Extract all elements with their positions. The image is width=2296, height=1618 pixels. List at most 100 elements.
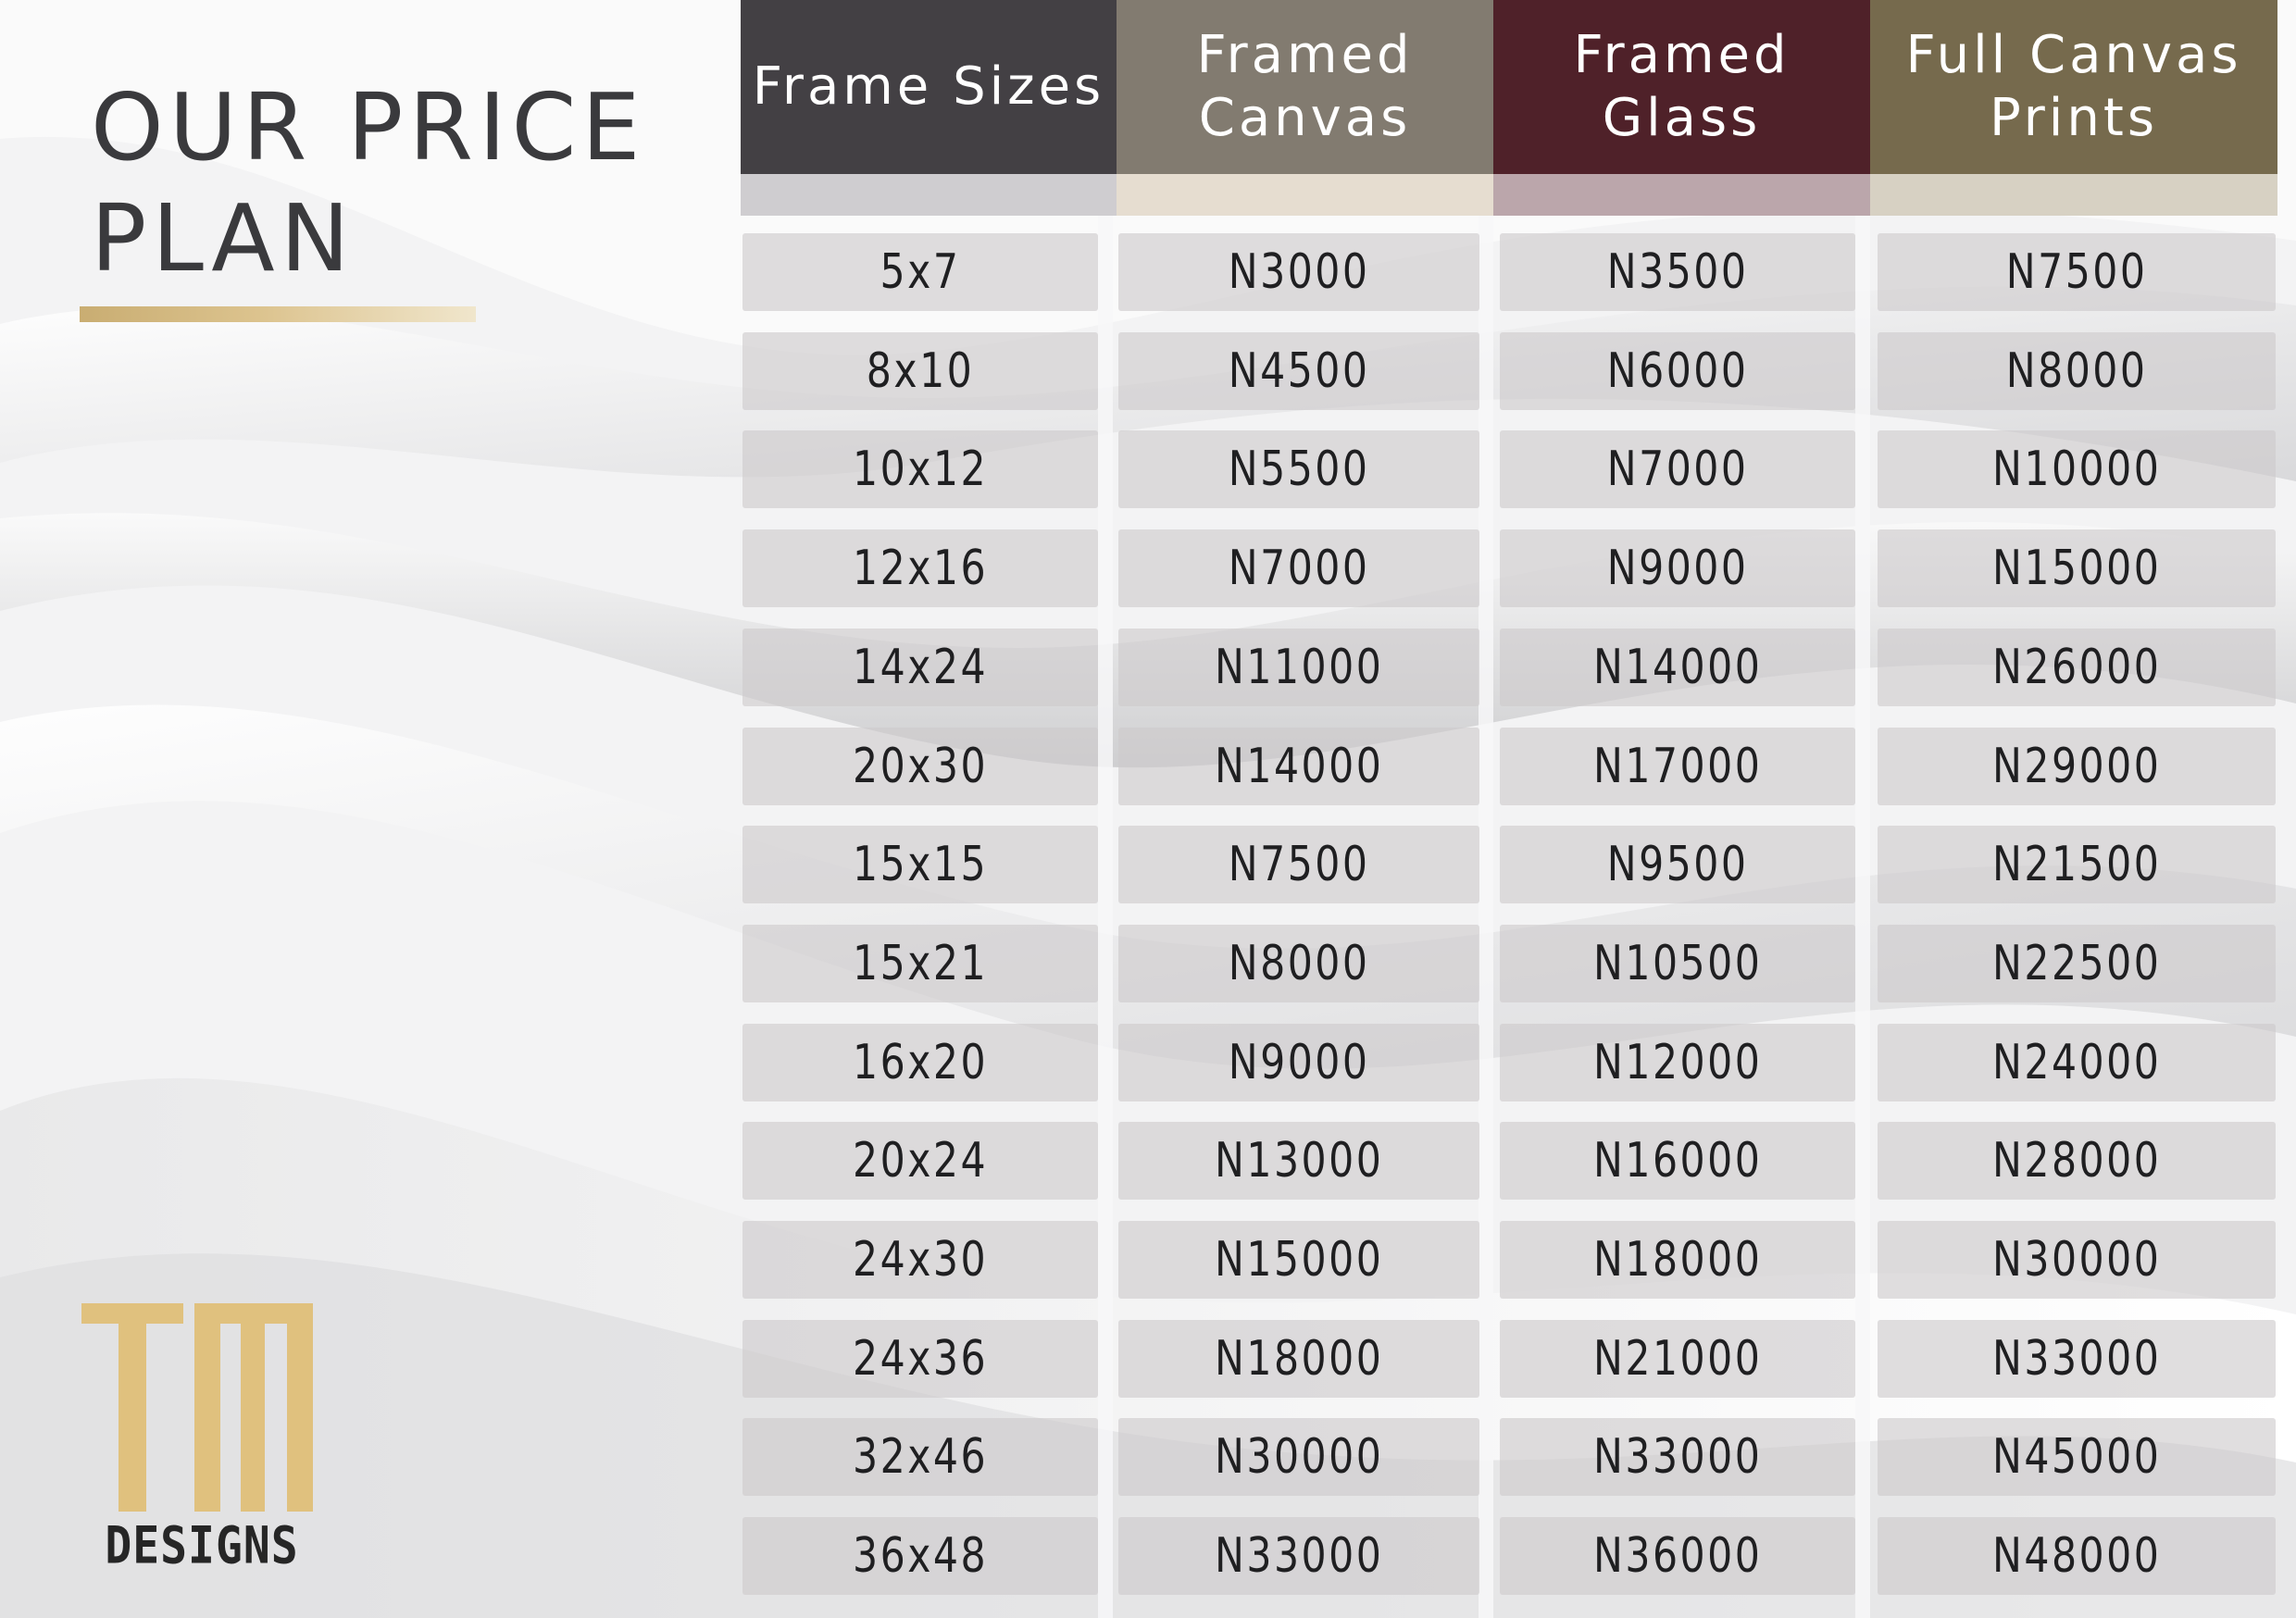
price-cell: N21500: [1878, 826, 2276, 903]
price-cell: N30000: [1118, 1418, 1479, 1496]
frame-size-cell: 5x7: [742, 233, 1098, 311]
header-band: [1870, 174, 2277, 216]
frame-size-cell: 12x16: [742, 529, 1098, 607]
frame-size-cell: 15x15: [742, 826, 1098, 903]
logo-mark: [81, 1303, 313, 1512]
header-label: Framed Canvas: [1196, 25, 1414, 148]
frame-size-text: 14x24: [852, 640, 989, 695]
price-text: N15000: [1991, 541, 2162, 596]
price-text: N4500: [1228, 343, 1370, 399]
frame-size-cell: 15x21: [742, 925, 1098, 1002]
price-cell: N28000: [1878, 1122, 2276, 1200]
price-cell: N18000: [1500, 1221, 1855, 1299]
price-cell: N17000: [1500, 728, 1855, 805]
price-cell: N7500: [1878, 233, 2276, 311]
price-text: N17000: [1592, 739, 1763, 794]
price-cell: N12000: [1500, 1024, 1855, 1101]
price-text: N9500: [1606, 837, 1749, 892]
header-band: [1117, 174, 1493, 216]
price-text: N3000: [1228, 244, 1370, 300]
price-text: N30000: [1214, 1429, 1384, 1485]
price-cell: N9000: [1500, 529, 1855, 607]
frame-size-cell: 16x20: [742, 1024, 1098, 1101]
price-text: N36000: [1592, 1528, 1763, 1584]
frame-size-text: 20x24: [852, 1133, 989, 1189]
frame-size-cell: 24x36: [742, 1320, 1098, 1398]
tm-designs-logo: DESIGNS: [81, 1303, 322, 1576]
frame-size-cell: 24x30: [742, 1221, 1098, 1299]
price-cell: N29000: [1878, 728, 2276, 805]
header-frame-sizes: Frame Sizes: [741, 0, 1117, 174]
frame-size-text: 24x30: [852, 1232, 989, 1288]
price-cell: N10000: [1878, 430, 2276, 508]
frame-size-cell: 20x24: [742, 1122, 1098, 1200]
price-text: N7000: [1606, 442, 1749, 497]
title-line-2: PLAN: [91, 184, 356, 292]
price-text: N3500: [1606, 244, 1749, 300]
price-cell: N9500: [1500, 826, 1855, 903]
price-text: N8000: [2005, 343, 2148, 399]
price-text: N5500: [1228, 442, 1370, 497]
price-text: N9000: [1228, 1035, 1370, 1090]
header-full-canvas-prints: Full Canvas Prints: [1870, 0, 2277, 174]
frame-size-text: 20x30: [852, 739, 989, 794]
price-text: N16000: [1592, 1133, 1763, 1189]
price-cell: N3500: [1500, 233, 1855, 311]
price-text: N7000: [1228, 541, 1370, 596]
frame-size-cell: 36x48: [742, 1517, 1098, 1595]
price-text: N18000: [1592, 1232, 1763, 1288]
frame-size-text: 24x36: [852, 1331, 989, 1387]
price-cell: N14000: [1118, 728, 1479, 805]
price-cell: N22500: [1878, 925, 2276, 1002]
price-text: N7500: [1228, 837, 1370, 892]
price-cell: N45000: [1878, 1418, 2276, 1496]
frame-size-cell: 32x46: [742, 1418, 1098, 1496]
price-cell: N33000: [1118, 1517, 1479, 1595]
frame-size-text: 36x48: [852, 1528, 989, 1584]
price-cell: N3000: [1118, 233, 1479, 311]
price-text: N9000: [1606, 541, 1749, 596]
price-text: N10000: [1991, 442, 2162, 497]
price-text: N10500: [1592, 936, 1763, 991]
price-text: N14000: [1214, 739, 1384, 794]
price-cell: N10500: [1500, 925, 1855, 1002]
price-cell: N36000: [1500, 1517, 1855, 1595]
price-text: N30000: [1991, 1232, 2162, 1288]
frame-size-text: 15x15: [852, 837, 989, 892]
price-cell: N30000: [1878, 1221, 2276, 1299]
price-text: N11000: [1214, 640, 1384, 695]
price-cell: N7000: [1500, 430, 1855, 508]
price-table: Frame Sizes Framed Canvas Framed Glass Full…: [741, 0, 2277, 1618]
price-cell: N33000: [1500, 1418, 1855, 1496]
header-label: Full Canvas Prints: [1905, 25, 2242, 148]
price-text: N18000: [1214, 1331, 1384, 1387]
header-band: [1493, 174, 1870, 216]
header-framed-canvas: Framed Canvas: [1117, 0, 1493, 174]
price-cell: N11000: [1118, 629, 1479, 706]
header-label: Framed Glass: [1573, 25, 1791, 148]
price-text: N6000: [1606, 343, 1749, 399]
frame-size-cell: 14x24: [742, 629, 1098, 706]
price-text: N15000: [1214, 1232, 1384, 1288]
price-cell: N16000: [1500, 1122, 1855, 1200]
logo-wordmark: DESIGNS: [105, 1516, 299, 1576]
price-cell: N18000: [1118, 1320, 1479, 1398]
header-band: [741, 174, 1117, 216]
price-cell: N8000: [1118, 925, 1479, 1002]
price-cell: N21000: [1500, 1320, 1855, 1398]
header-label: Frame Sizes: [752, 56, 1105, 117]
price-cell: N8000: [1878, 332, 2276, 410]
frame-size-text: 8x10: [866, 343, 975, 399]
price-text: N33000: [1991, 1331, 2162, 1387]
price-cell: N7500: [1118, 826, 1479, 903]
price-cell: N15000: [1878, 529, 2276, 607]
price-cell: N6000: [1500, 332, 1855, 410]
price-text: N29000: [1991, 739, 2162, 794]
column-divider: [1855, 216, 1870, 1618]
price-text: N33000: [1592, 1429, 1763, 1485]
price-cell: N5500: [1118, 430, 1479, 508]
price-cell: N14000: [1500, 629, 1855, 706]
frame-size-cell: 8x10: [742, 332, 1098, 410]
column-divider: [1098, 216, 1113, 1618]
